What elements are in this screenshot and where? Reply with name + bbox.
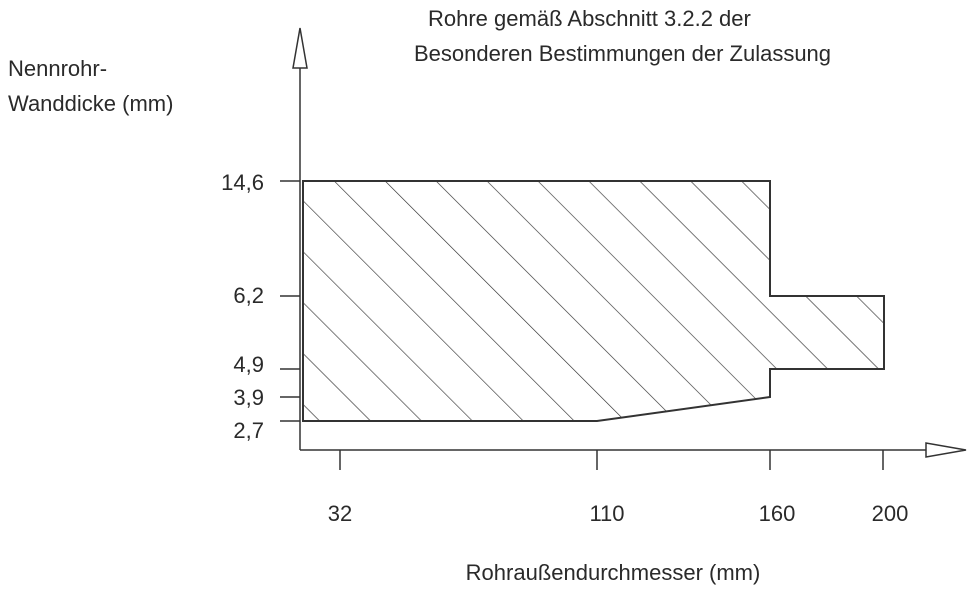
y-tick-label: 2,7 bbox=[233, 418, 264, 443]
x-arrow bbox=[925, 442, 967, 458]
x-axis-label: Rohraußendurchmesser (mm) bbox=[466, 560, 761, 585]
x-tick-label: 160 bbox=[759, 501, 796, 526]
x-tick-label: 32 bbox=[328, 501, 352, 526]
y-tick-label: 3,9 bbox=[233, 385, 264, 410]
y-tick-label: 6,2 bbox=[233, 283, 264, 308]
y-ticks: 14,6 6,2 4,9 3,9 2,7 bbox=[221, 170, 300, 443]
x-tick-label: 200 bbox=[872, 501, 909, 526]
y-tick-label: 4,9 bbox=[233, 352, 264, 377]
note-line: Rohre gemäß Abschnitt 3.2.2 der bbox=[428, 6, 751, 31]
x-tick-label: 110 bbox=[589, 501, 624, 526]
region bbox=[302, 180, 885, 422]
y-axis-label: Wanddicke (mm) bbox=[8, 91, 173, 116]
y-axis-label: Nennrohr- bbox=[8, 56, 107, 81]
y-tick-label: 14,6 bbox=[221, 170, 264, 195]
x-ticks: 32 110 160 200 bbox=[328, 450, 909, 526]
y-arrow bbox=[292, 27, 308, 69]
note-line: Besonderen Bestimmungen der Zulassung bbox=[414, 41, 831, 66]
